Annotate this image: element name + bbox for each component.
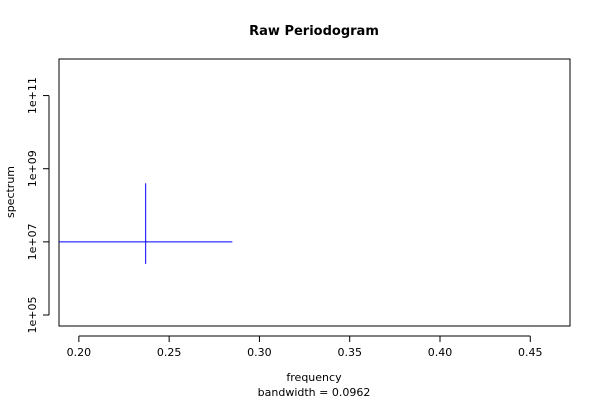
y-axis-label: spectrum: [4, 166, 17, 218]
x-tick-label: 0.25: [157, 346, 182, 359]
x-axis: 0.20 0.25 0.30 0.35 0.40 0.45: [67, 335, 543, 359]
chart-title: Raw Periodogram: [249, 24, 379, 39]
x-tick-label: 0.30: [247, 346, 272, 359]
bandwidth-label: bandwidth = 0.0962: [258, 386, 371, 399]
y-tick-label: 1e+07: [26, 223, 39, 260]
x-axis-label: frequency: [286, 371, 342, 384]
plot-frame: [58, 58, 571, 327]
plot-marks: [59, 183, 233, 264]
x-tick-label: 0.20: [67, 346, 92, 359]
x-tick-label: 0.35: [337, 346, 362, 359]
y-tick-label: 1e+05: [26, 296, 39, 333]
x-tick-label: 0.40: [428, 346, 453, 359]
y-tick-label: 1e+11: [26, 77, 39, 114]
x-tick-label: 0.45: [518, 346, 543, 359]
y-tick-label: 1e+09: [26, 150, 39, 187]
y-axis: 1e+05 1e+07 1e+09 1e+11: [26, 77, 50, 333]
